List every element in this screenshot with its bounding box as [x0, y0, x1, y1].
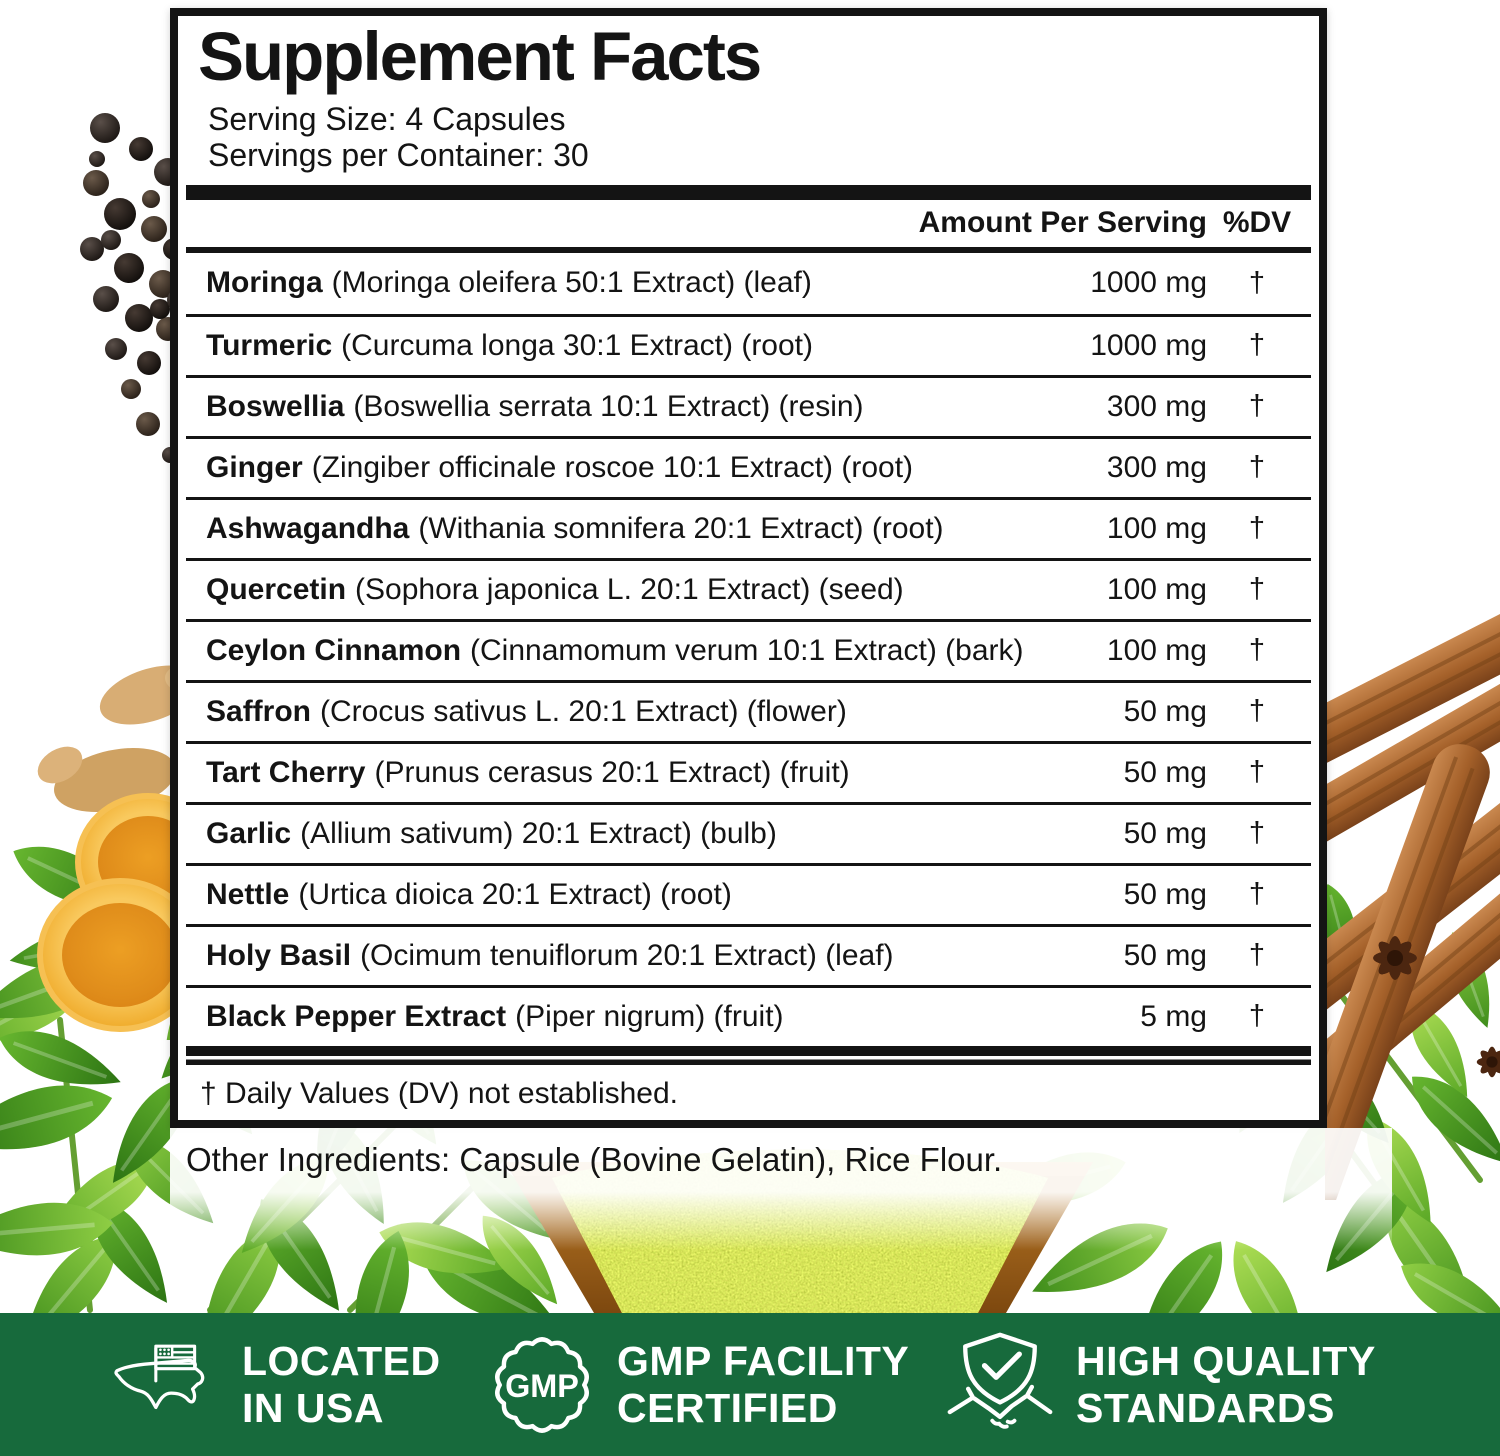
table-row: Moringa (Moringa oleifera 50:1 Extract) (…: [186, 253, 1311, 314]
badge-gmp-certified: GMP GMP FACILITY CERTIFIED: [487, 1313, 909, 1456]
supplement-facts-panel: Supplement Facts Serving Size: 4 Capsule…: [170, 8, 1327, 1128]
other-ingredients: Other Ingredients: Capsule (Bovine Gelat…: [170, 1128, 1392, 1192]
ingredient-name: Garlic: [206, 816, 292, 850]
ingredient-name: Nettle: [206, 877, 290, 911]
ingredient-dv: †: [1248, 512, 1266, 545]
shield-check-handshake-icon: [947, 1332, 1053, 1429]
table-row: Ashwagandha (Withania somnifera 20:1 Extr…: [186, 496, 1311, 558]
ingredient-name: Holy Basil: [206, 938, 352, 972]
badge-label-line2: STANDARDS: [1076, 1384, 1335, 1431]
divider-medium: [186, 246, 1311, 253]
ingredient-dv: †: [1248, 573, 1266, 606]
ingredient-name: Black Pepper Extract: [206, 999, 507, 1033]
table-row: Black Pepper Extract (Piper nigrum) (frui…: [186, 984, 1311, 1046]
badge-label-line1: GMP FACILITY: [617, 1338, 910, 1385]
serving-size: Serving Size: 4 Capsules: [208, 101, 566, 138]
table-row: Boswellia (Boswellia serrata 10:1 Extract…: [186, 374, 1311, 436]
table-row: Quercetin (Sophora japonica L. 20:1 Extra…: [186, 557, 1311, 619]
table-row: Ginger (Zingiber officinale roscoe 10:1 E…: [186, 435, 1311, 497]
table-row: Holy Basil (Ocimum tenuiflorum 20:1 Extra…: [186, 923, 1311, 985]
page-title: Supplement Facts: [198, 18, 762, 95]
ingredient-desc: (Prunus cerasus 20:1 Extract) (fruit): [374, 755, 850, 789]
ingredient-name: Ceylon Cinnamon: [206, 633, 462, 667]
ingredient-desc: (Boswellia serrata 10:1 Extract) (resin): [353, 389, 864, 423]
gmp-seal-text: GMP: [505, 1367, 579, 1403]
ingredient-amount: 100 mg: [1106, 511, 1207, 545]
ingredient-amount: 50 mg: [1123, 816, 1207, 850]
ingredient-amount: 100 mg: [1106, 572, 1207, 606]
ingredient-dv: †: [1248, 695, 1266, 728]
ingredient-name: Moringa: [206, 266, 323, 300]
ingredient-amount: 50 mg: [1123, 877, 1207, 911]
table-row: Ceylon Cinnamon (Cinnamomum verum 10:1 Ex…: [186, 618, 1311, 680]
ingredient-name: Saffron: [206, 694, 311, 728]
ingredient-amount: 50 mg: [1123, 755, 1207, 789]
ingredient-dv: †: [1248, 756, 1266, 789]
cinnamon-sticks-image: [1325, 600, 1500, 1200]
ingredient-desc: (Urtica dioica 20:1 Extract) (root): [298, 877, 732, 911]
ingredient-desc: (Allium sativum) 20:1 Extract) (bulb): [300, 816, 777, 850]
table-row: Nettle (Urtica dioica 20:1 Extract) (root…: [186, 862, 1311, 924]
ingredient-amount: 300 mg: [1106, 389, 1207, 423]
ingredient-desc: (Moringa oleifera 50:1 Extract) (leaf): [331, 266, 812, 300]
ingredient-amount: 50 mg: [1123, 938, 1207, 972]
ingredient-name: Ginger: [206, 450, 303, 484]
badge-label-line2: IN USA: [242, 1384, 384, 1431]
ingredient-desc: (Withania somnifera 20:1 Extract) (root): [418, 511, 944, 545]
ingredient-desc: (Ocimum tenuiflorum 20:1 Extract) (leaf): [360, 938, 894, 972]
ingredient-dv: †: [1248, 390, 1266, 423]
gmp-seal-icon: GMP: [495, 1336, 589, 1433]
ingredient-dv: †: [1248, 878, 1266, 911]
ingredient-amount: 50 mg: [1123, 694, 1207, 728]
ingredient-desc: (Piper nigrum) (fruit): [515, 999, 784, 1033]
ingredient-dv: †: [1248, 329, 1266, 362]
column-amount-per-serving: Amount Per Serving: [918, 206, 1207, 240]
servings-per-container: Servings per Container: 30: [208, 136, 589, 173]
ingredient-dv: †: [1248, 1000, 1266, 1033]
ingredient-name: Quercetin: [206, 572, 347, 606]
badge-label-line1: LOCATED: [242, 1338, 441, 1385]
ingredient-desc: (Zingiber officinale roscoe 10:1 Extract…: [311, 450, 914, 484]
ingredient-amount: 300 mg: [1106, 450, 1207, 484]
ingredient-amount: 100 mg: [1106, 633, 1207, 667]
divider-thick: [186, 184, 1311, 200]
ingredient-amount: 5 mg: [1140, 999, 1207, 1033]
ingredient-name: Ashwagandha: [206, 511, 410, 545]
badge-label-line1: HIGH QUALITY: [1076, 1338, 1376, 1385]
table-header: Amount Per Serving %DV: [178, 200, 1319, 247]
table-row: Garlic (Allium sativum) 20:1 Extract) (bu…: [186, 801, 1311, 863]
ingredient-desc: (Crocus sativus L. 20:1 Extract) (flower…: [320, 694, 847, 728]
column-dv: %DV: [1222, 206, 1292, 240]
badge-high-quality: HIGH QUALITY STANDARDS: [944, 1313, 1376, 1456]
ingredient-dv: †: [1248, 634, 1266, 667]
badge-located-in-usa: LOCATED IN USA: [106, 1313, 441, 1456]
ingredient-dv: †: [1248, 939, 1266, 972]
other-ingredients-text: Other Ingredients: Capsule (Bovine Gelat…: [186, 1141, 1003, 1178]
ingredient-name: Turmeric: [206, 328, 333, 362]
ingredient-amount: 1000 mg: [1090, 328, 1207, 362]
ingredient-desc: (Sophora japonica L. 20:1 Extract) (seed…: [355, 572, 904, 606]
divider-double: [186, 1045, 1311, 1065]
table-row: Tart Cherry (Prunus cerasus 20:1 Extract)…: [186, 740, 1311, 802]
dv-footnote: † Daily Values (DV) not established.: [200, 1076, 679, 1110]
badge-label-line2: CERTIFIED: [617, 1384, 838, 1431]
ingredient-desc: (Curcuma longa 30:1 Extract) (root): [341, 328, 813, 362]
ingredient-dv: †: [1248, 817, 1266, 850]
table-row: Turmeric (Curcuma longa 30:1 Extract) (ro…: [186, 313, 1311, 375]
ingredient-dv: †: [1248, 451, 1266, 484]
ingredient-desc: (Cinnamomum verum 10:1 Extract) (bark): [470, 633, 1024, 667]
trust-banner: LOCATED IN USA GMP GMP FACILITY CERTIFIE…: [0, 1313, 1500, 1456]
ingredient-name: Tart Cherry: [206, 755, 366, 789]
ingredient-name: Boswellia: [206, 389, 345, 423]
ingredient-amount: 1000 mg: [1090, 266, 1207, 300]
table-row: Saffron (Crocus sativus L. 20:1 Extract) …: [186, 679, 1311, 741]
ingredient-table: Moringa (Moringa oleifera 50:1 Extract) (…: [186, 253, 1311, 1046]
ingredient-dv: †: [1248, 266, 1266, 299]
usa-map-flag-icon: [114, 1344, 205, 1409]
